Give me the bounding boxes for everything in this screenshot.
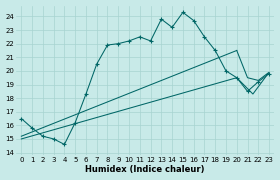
- X-axis label: Humidex (Indice chaleur): Humidex (Indice chaleur): [85, 165, 205, 174]
